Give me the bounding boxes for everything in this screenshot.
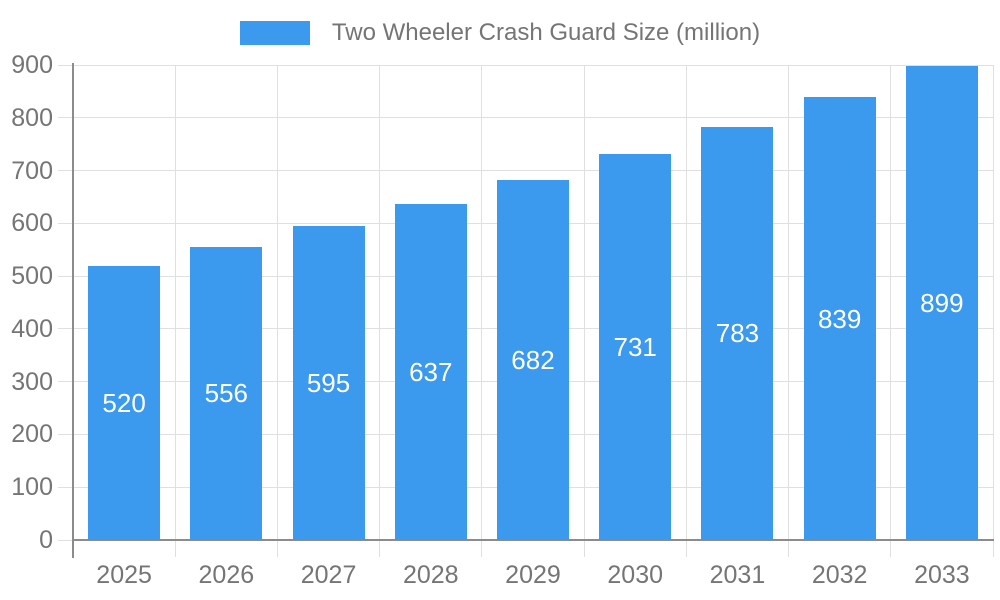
bar[interactable] (701, 126, 774, 540)
x-axis-tick-label: 2033 (914, 561, 970, 589)
bar-value-label: 731 (613, 332, 657, 363)
bar-value-label: 520 (102, 387, 146, 418)
bar[interactable] (88, 265, 161, 540)
bar-value-label: 899 (920, 287, 964, 318)
v-gridline (481, 65, 483, 557)
y-axis-tick-label: 800 (11, 103, 53, 132)
bar-value-label: 839 (817, 303, 862, 334)
h-gridline (58, 170, 993, 172)
h-gridline (58, 117, 993, 119)
bar-value-label: 556 (204, 378, 249, 409)
bar[interactable] (599, 154, 672, 540)
legend-swatch-icon (239, 21, 310, 45)
bar[interactable] (292, 225, 365, 540)
x-axis-tick-label: 2032 (811, 561, 868, 589)
y-axis-tick-label: 700 (11, 156, 53, 185)
y-axis-tick-label: 600 (11, 209, 53, 238)
x-axis-tick-label: 2031 (709, 561, 766, 589)
bar-value-label: 637 (409, 356, 453, 387)
x-axis-tick-label: 2028 (402, 561, 459, 589)
y-axis-tick-label: 900 (11, 51, 53, 79)
bar-value-label: 783 (715, 318, 760, 349)
x-axis-tick-label: 2027 (300, 561, 357, 589)
y-axis-tick-label: 0 (39, 526, 53, 554)
x-axis-tick-label: 2029 (505, 561, 561, 589)
bar-value-label: 595 (306, 367, 351, 398)
bar[interactable] (394, 203, 467, 540)
v-gridline (685, 65, 687, 557)
h-gridline-tick (58, 539, 73, 541)
v-gridline (276, 65, 278, 557)
bar[interactable] (803, 97, 876, 540)
v-gridline (992, 65, 994, 557)
v-gridline (379, 65, 381, 557)
bar[interactable] (190, 246, 263, 540)
v-gridline (174, 65, 176, 557)
legend-label: Two Wheeler Crash Guard Size (million) (331, 19, 761, 46)
y-axis-tick-label: 100 (11, 473, 53, 502)
y-axis-tick-label: 200 (11, 420, 53, 449)
y-axis-tick-label: 300 (11, 367, 53, 396)
v-gridline (890, 65, 892, 557)
bar[interactable] (497, 180, 569, 540)
chart-legend: Two Wheeler Crash Guard Size (million) (0, 19, 1000, 47)
x-axis-line (73, 539, 994, 541)
bar[interactable] (905, 65, 978, 540)
v-gridline (788, 65, 790, 557)
bar-value-label: 682 (511, 345, 555, 376)
x-axis-tick-label: 2030 (607, 561, 664, 589)
x-axis-tick-label: 2025 (96, 561, 152, 589)
y-axis-tick-label: 500 (11, 262, 53, 291)
v-gridline (583, 65, 585, 557)
h-gridline (58, 64, 993, 66)
x-axis-tick-label: 2026 (198, 561, 255, 589)
y-axis-tick-label: 400 (11, 314, 53, 343)
y-axis-line (72, 63, 74, 558)
